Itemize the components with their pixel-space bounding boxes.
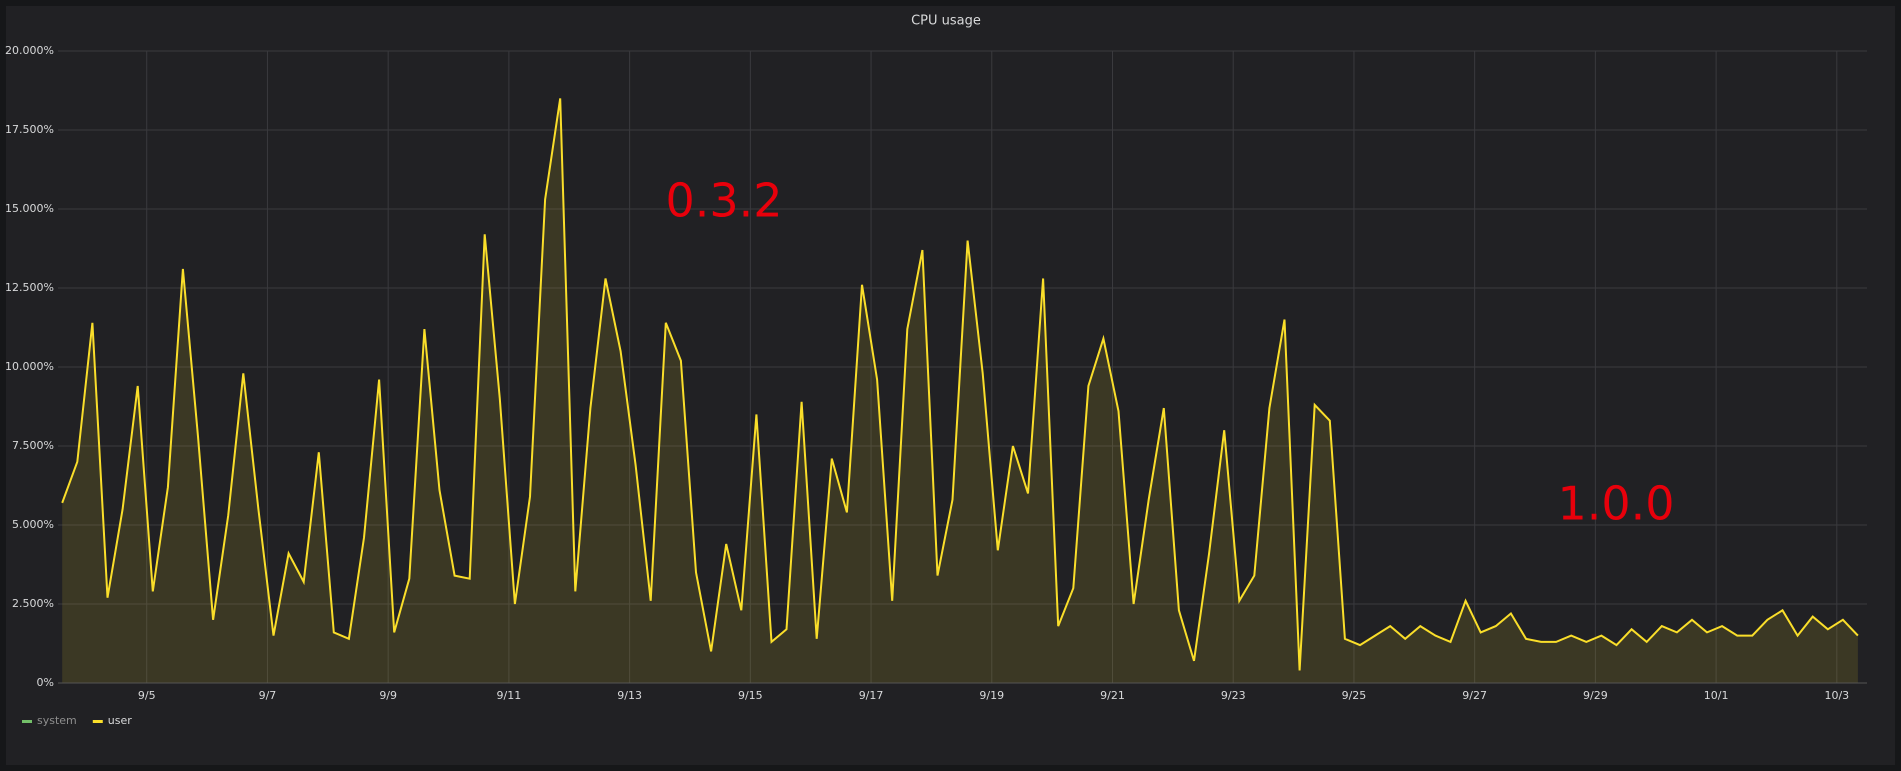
legend-label[interactable]: user <box>108 714 132 727</box>
x-tick-label: 10/1 <box>1704 689 1729 702</box>
x-tick-label: 10/3 <box>1824 689 1849 702</box>
legend-swatch[interactable] <box>92 720 103 723</box>
annotation: 1.0.0 <box>1557 477 1674 531</box>
x-tick-label: 9/5 <box>138 689 156 702</box>
series-area <box>62 98 1858 683</box>
x-tick-label: 9/15 <box>738 689 763 702</box>
x-tick-label: 9/29 <box>1583 689 1608 702</box>
series-line <box>61 98 1859 671</box>
y-tick-label: 10.000% <box>5 360 54 373</box>
y-tick-label: 20.000% <box>5 44 54 57</box>
y-tick-label: 12.500% <box>5 281 54 294</box>
panel-title: CPU usage <box>911 14 981 29</box>
y-tick-label: 7.500% <box>12 439 54 452</box>
x-tick-label: 9/27 <box>1462 689 1487 702</box>
y-tick-label: 17.500% <box>5 123 54 136</box>
annotation: 0.3.2 <box>665 174 782 228</box>
x-tick-label: 9/23 <box>1221 689 1246 702</box>
x-tick-label: 9/11 <box>497 689 522 702</box>
legend-swatch[interactable] <box>22 720 32 723</box>
y-tick-label: 5.000% <box>12 518 54 531</box>
y-tick-label: 0% <box>37 676 54 689</box>
legend-label[interactable]: system <box>37 714 77 727</box>
x-tick-label: 9/25 <box>1342 689 1367 702</box>
x-tick-label: 9/13 <box>617 689 642 702</box>
y-tick-label: 15.000% <box>5 202 54 215</box>
x-tick-label: 9/21 <box>1100 689 1125 702</box>
x-tick-label: 9/17 <box>859 689 884 702</box>
y-tick-label: 2.500% <box>12 597 54 610</box>
x-tick-label: 9/7 <box>259 689 277 702</box>
x-tick-label: 9/19 <box>979 689 1004 702</box>
x-tick-label: 9/9 <box>379 689 397 702</box>
